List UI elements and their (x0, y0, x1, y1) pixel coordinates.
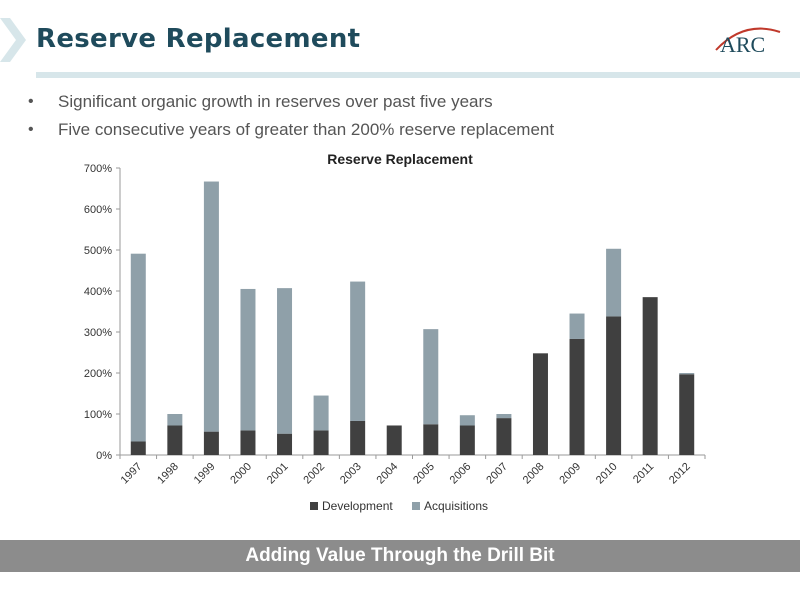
legend-label-development: Development (322, 499, 393, 513)
bar-acquisitions-2005 (423, 329, 439, 425)
y-tick-label: 400% (84, 286, 112, 298)
y-tick-label: 300% (84, 327, 112, 339)
slide-title: Reserve Replacement (36, 24, 361, 54)
y-tick-label: 0% (96, 450, 112, 462)
title-divider (36, 72, 800, 78)
bullet-marker: • (28, 93, 34, 110)
y-tick-label: 200% (84, 368, 112, 380)
footer-bar: Adding Value Through the Drill Bit (0, 540, 800, 572)
x-tick-label: 2006 (448, 461, 474, 487)
bar-development-2009 (569, 338, 585, 455)
bullet-text: Significant organic growth in reserves o… (58, 92, 493, 111)
bar-development-2001 (277, 433, 293, 455)
x-tick-label: 2004 (375, 461, 401, 487)
x-tick-label: 2002 (301, 461, 327, 487)
bar-acquisitions-2010 (606, 248, 622, 317)
logo-text: ARC (720, 32, 765, 57)
bar-development-2007 (496, 418, 512, 455)
footer-text: Adding Value Through the Drill Bit (245, 545, 555, 566)
chevron-icon (0, 18, 26, 62)
bar-development-2003 (350, 420, 366, 455)
bar-acquisitions-2003 (350, 281, 366, 421)
x-tick-label: 1998 (155, 461, 181, 487)
bullet-item: • Five consecutive years of greater than… (28, 116, 554, 144)
bar-development-2012 (679, 374, 695, 455)
x-tick-label: 2010 (594, 461, 620, 487)
bar-acquisitions-1997 (130, 253, 146, 442)
y-tick-label: 100% (84, 409, 112, 421)
bar-development-2004 (386, 425, 402, 455)
x-tick-label: 2009 (557, 461, 583, 487)
legend-swatch-acquisitions (412, 502, 420, 510)
bar-development-2005 (423, 424, 439, 455)
bar-acquisitions-1998 (167, 414, 183, 426)
bullet-text: Five consecutive years of greater than 2… (58, 120, 555, 139)
bar-development-2008 (532, 353, 548, 455)
bar-acquisitions-2006 (459, 415, 475, 426)
bar-development-1999 (203, 431, 219, 455)
bullet-marker: • (28, 121, 34, 138)
arc-logo: ARC (715, 27, 781, 57)
bar-development-1997 (130, 441, 146, 455)
bar-development-2010 (606, 316, 622, 455)
legend-swatch-development (310, 502, 318, 510)
x-tick-label: 1999 (192, 461, 218, 487)
bar-acquisitions-1999 (203, 181, 219, 432)
bar-development-2011 (642, 297, 658, 455)
x-tick-label: 2005 (411, 461, 437, 487)
reserve-replacement-chart: Reserve Replacement 0% 100% 200% 300% 400% 50… (84, 151, 706, 513)
bar-acquisitions-2001 (277, 288, 293, 434)
y-tick-label: 700% (84, 163, 112, 175)
x-tick-label: 1997 (119, 461, 145, 487)
bullet-item: • Significant organic growth in reserves… (28, 88, 554, 116)
x-tick-label: 2001 (265, 461, 291, 487)
x-tick-label: 2000 (228, 461, 254, 487)
x-tick-label: 2008 (521, 461, 547, 487)
x-tick-label: 2003 (338, 461, 364, 487)
bar-acquisitions-2012 (679, 373, 695, 375)
bar-development-2002 (313, 430, 329, 455)
bar-acquisitions-2002 (313, 395, 329, 431)
bar-development-2000 (240, 430, 256, 455)
bar-development-2006 (459, 425, 475, 455)
y-tick-label: 600% (84, 204, 112, 216)
chart-title: Reserve Replacement (327, 151, 473, 167)
y-tick-label: 500% (84, 245, 112, 257)
x-tick-label: 2011 (631, 461, 656, 486)
x-tick-label: 2007 (484, 461, 510, 487)
bar-development-1998 (167, 425, 183, 455)
bullet-list: • Significant organic growth in reserves… (28, 88, 554, 144)
legend-label-acquisitions: Acquisitions (424, 499, 488, 513)
bar-acquisitions-2009 (569, 313, 585, 339)
bar-acquisitions-2000 (240, 288, 256, 431)
x-tick-label: 2012 (667, 461, 693, 487)
bar-acquisitions-2007 (496, 414, 512, 419)
